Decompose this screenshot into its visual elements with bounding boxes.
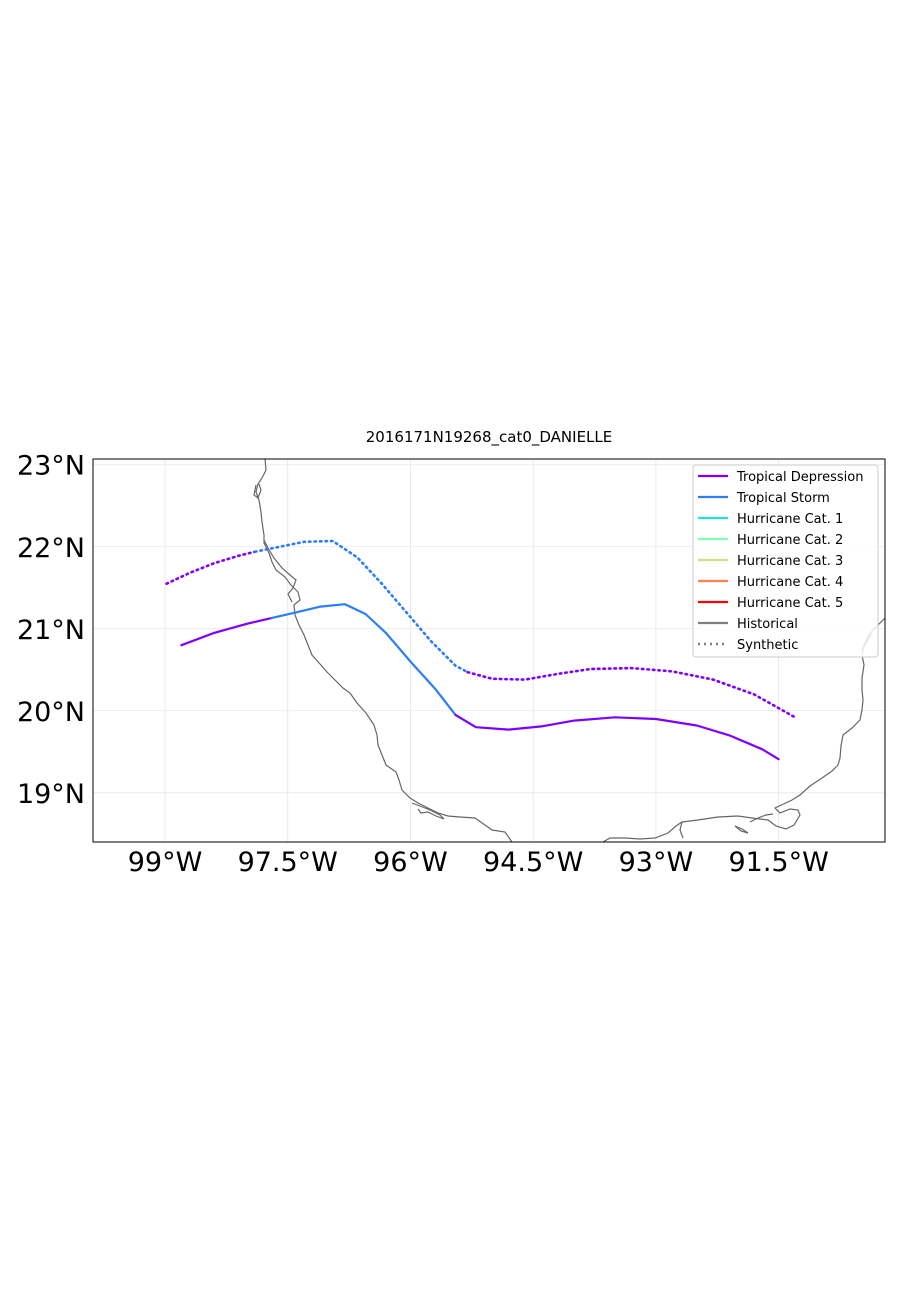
legend-label: Historical — [737, 617, 798, 632]
lat-tick-label: 23°N — [17, 451, 85, 482]
coastline-island — [734, 825, 749, 834]
longitude-tick-labels: 99°W 97.5°W 96°W 94.5°W 93°W 91.5°W — [128, 847, 829, 878]
legend-label: Hurricane Cat. 5 — [737, 596, 843, 611]
historical-track-segment-0 — [180, 616, 273, 647]
coastline-mexico-gulf — [255, 459, 513, 842]
lat-tick-label: 22°N — [17, 533, 85, 564]
synthetic-track-segment-1 — [253, 539, 470, 674]
plot-frame — [92, 458, 886, 843]
track-lines — [165, 539, 797, 761]
chart-title: 2016171N19268_cat0_DANIELLE — [366, 428, 612, 447]
lon-tick-label: 99°W — [128, 847, 203, 878]
latitude-tick-labels: 19°N 20°N 21°N 22°N 23°N — [17, 451, 85, 810]
legend-label: Synthetic — [737, 638, 798, 653]
synthetic-track-segment-0 — [165, 550, 257, 586]
legend-label: Hurricane Cat. 2 — [737, 533, 843, 548]
lat-tick-label: 19°N — [17, 779, 85, 810]
legend: Tropical Depression Tropical Storm Hurrica… — [692, 464, 879, 658]
legend-label: Tropical Storm — [736, 491, 830, 506]
legend-label: Hurricane Cat. 1 — [737, 512, 843, 527]
lon-tick-label: 97.5°W — [238, 847, 338, 878]
legend-label: Tropical Depression — [736, 470, 863, 485]
lat-tick-label: 20°N — [17, 697, 85, 728]
lon-tick-label: 96°W — [373, 847, 448, 878]
coastline — [253, 459, 885, 842]
lat-tick-label: 21°N — [17, 615, 85, 646]
coastline-yucatan-inlet — [679, 821, 684, 839]
lon-tick-label: 91.5°W — [728, 847, 828, 878]
legend-label: Hurricane Cat. 4 — [737, 575, 843, 590]
coastline-sandbar-1 — [263, 539, 297, 603]
legend-label: Hurricane Cat. 3 — [737, 554, 843, 569]
coastline-lagoon — [411, 802, 445, 820]
historical-track-segment-2 — [454, 713, 780, 761]
synthetic-track-segment-2 — [466, 666, 797, 719]
coastline-key — [749, 813, 774, 823]
lon-tick-label: 94.5°W — [483, 847, 583, 878]
legend-box — [692, 464, 879, 658]
lon-tick-label: 93°W — [619, 847, 694, 878]
historical-track-segment-1 — [270, 603, 457, 717]
coastline-sandbar-2 — [253, 483, 262, 499]
coastline-yucatan — [602, 617, 885, 842]
